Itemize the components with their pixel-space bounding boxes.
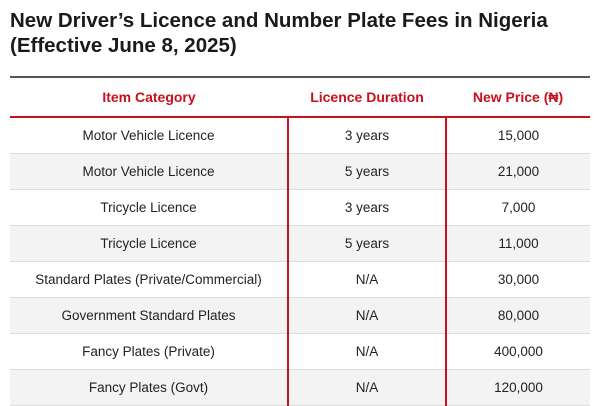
cell-new-price: 7,000 xyxy=(446,189,590,226)
cell-item-category: Standard Plates (Private/Commercial) xyxy=(10,261,288,298)
cell-item-category: Government Standard Plates xyxy=(10,297,288,334)
cell-licence-duration: 5 years xyxy=(287,225,447,262)
table-row: Tricycle Licence 3 years 7,000 xyxy=(10,189,590,226)
table-row: Fancy Plates (Govt) N/A 120,000 xyxy=(10,369,590,406)
cell-licence-duration: 5 years xyxy=(287,153,447,190)
table-row: Government Standard Plates N/A 80,000 xyxy=(10,297,590,334)
cell-licence-duration: 3 years xyxy=(287,117,447,154)
cell-new-price: 30,000 xyxy=(446,261,590,298)
table-row: Tricycle Licence 5 years 11,000 xyxy=(10,225,590,262)
cell-new-price: 11,000 xyxy=(446,225,590,262)
cell-item-category: Fancy Plates (Govt) xyxy=(10,369,288,406)
cell-licence-duration: N/A xyxy=(287,333,447,370)
cell-item-category: Tricycle Licence xyxy=(10,189,288,226)
table-row: Standard Plates (Private/Commercial) N/A… xyxy=(10,261,590,298)
cell-new-price: 400,000 xyxy=(446,333,590,370)
table-row: Motor Vehicle Licence 3 years 15,000 xyxy=(10,117,590,154)
cell-new-price: 120,000 xyxy=(446,369,590,406)
cell-item-category: Fancy Plates (Private) xyxy=(10,333,288,370)
cell-licence-duration: N/A xyxy=(287,261,447,298)
cell-item-category: Motor Vehicle Licence xyxy=(10,153,288,190)
table-body: Motor Vehicle Licence 3 years 15,000 Mot… xyxy=(10,117,590,406)
header-licence-duration: Licence Duration xyxy=(288,76,446,118)
page-title-line-2: (Effective June 8, 2025) xyxy=(10,34,237,57)
header-item-category: Item Category xyxy=(10,76,288,118)
cell-new-price: 15,000 xyxy=(446,117,590,154)
cell-new-price: 21,000 xyxy=(446,153,590,190)
page-title: New Driver’s Licence and Number Plate Fe… xyxy=(10,8,590,58)
cell-item-category: Tricycle Licence xyxy=(10,225,288,262)
cell-licence-duration: N/A xyxy=(287,297,447,334)
table-header-row: Item Category Licence Duration New Price… xyxy=(10,76,590,118)
table-header: Item Category Licence Duration New Price… xyxy=(10,76,590,118)
table-row: Motor Vehicle Licence 5 years 21,000 xyxy=(10,153,590,190)
cell-licence-duration: N/A xyxy=(287,369,447,406)
cell-licence-duration: 3 years xyxy=(287,189,447,226)
table-row: Fancy Plates (Private) N/A 400,000 xyxy=(10,333,590,370)
page-title-line-1: New Driver’s Licence and Number Plate Fe… xyxy=(10,9,548,32)
cell-item-category: Motor Vehicle Licence xyxy=(10,117,288,154)
cell-new-price: 80,000 xyxy=(446,297,590,334)
header-new-price: New Price (₦) xyxy=(446,76,590,118)
fees-table: Item Category Licence Duration New Price… xyxy=(10,76,590,406)
